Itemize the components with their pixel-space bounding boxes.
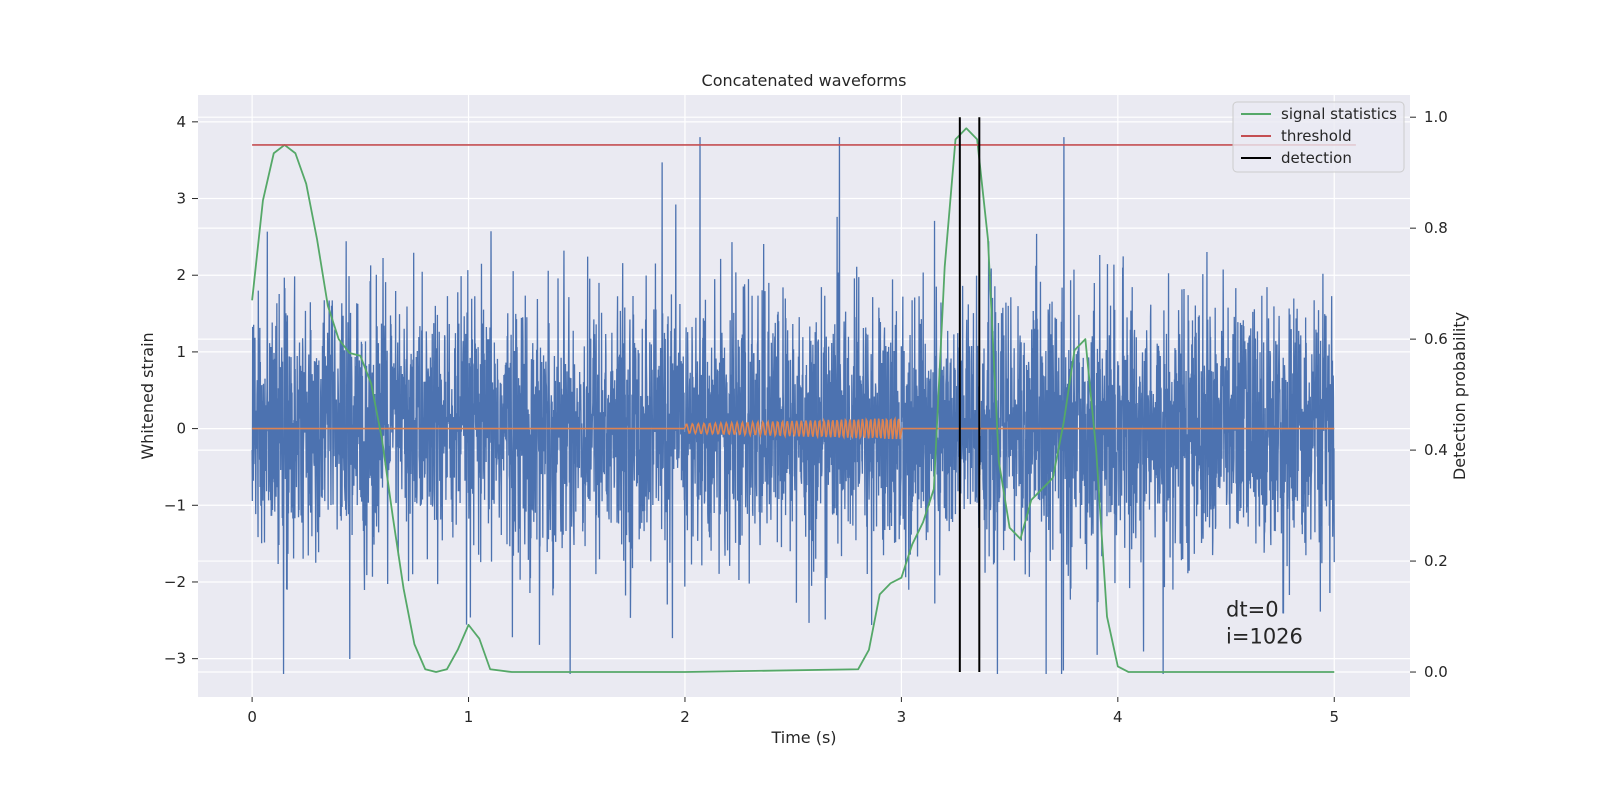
plot-series [251, 117, 1356, 674]
right-y-tick-label: 0.8 [1424, 219, 1448, 237]
right-y-tick-label: 0.0 [1424, 663, 1448, 681]
left-y-tick-label: −3 [164, 650, 186, 668]
detection-lines [958, 117, 981, 673]
left-y-tick-label: −2 [164, 573, 186, 591]
x-tick-label: 4 [1113, 708, 1123, 726]
left-y-axis-label: Whitened strain [138, 332, 157, 459]
strain-series-line [251, 137, 1335, 674]
legend-label: signal statistics [1281, 105, 1397, 123]
signal-statistics-line [251, 127, 1335, 673]
right-y-tick-label: 1.0 [1424, 108, 1448, 126]
right-y-axis-label: Detection probability [1450, 312, 1469, 480]
x-tick-label: 5 [1329, 708, 1339, 726]
left-y-tick-label: 4 [176, 113, 186, 131]
x-tick-label: 2 [680, 708, 690, 726]
legend-label: detection [1281, 149, 1352, 167]
left-y-tick-label: 1 [176, 343, 186, 361]
x-tick-label: 1 [464, 708, 474, 726]
x-axis-label: Time (s) [770, 728, 836, 747]
left-y-tick-label: 0 [176, 420, 186, 438]
legend-box [1232, 101, 1405, 173]
left-y-tick-label: −1 [164, 496, 186, 514]
injected-chirp-line [252, 416, 1335, 440]
left-y-tick-label: 2 [176, 266, 186, 284]
x-tick-label: 3 [897, 708, 907, 726]
right-y-tick-label: 0.6 [1424, 330, 1448, 348]
x-tick-label: 0 [247, 708, 257, 726]
left-y-tick-label: 3 [176, 190, 186, 208]
legend: signal statistics threshold detection [1232, 101, 1405, 173]
annotation-dt: dt=0 [1226, 597, 1279, 621]
right-y-tick-label: 0.4 [1424, 441, 1448, 459]
legend-label: threshold [1281, 127, 1352, 145]
right-y-tick-label: 0.2 [1424, 552, 1448, 570]
chart-title: Concatenated waveforms [702, 71, 907, 90]
axis-ticks: 0 1 2 3 4 5 4 3 2 1 0 −1 −2 −3 1.0 0.8 0.6 0.4 0.2 0.0 [164, 108, 1448, 726]
annotation-i: i=1026 [1226, 624, 1303, 648]
